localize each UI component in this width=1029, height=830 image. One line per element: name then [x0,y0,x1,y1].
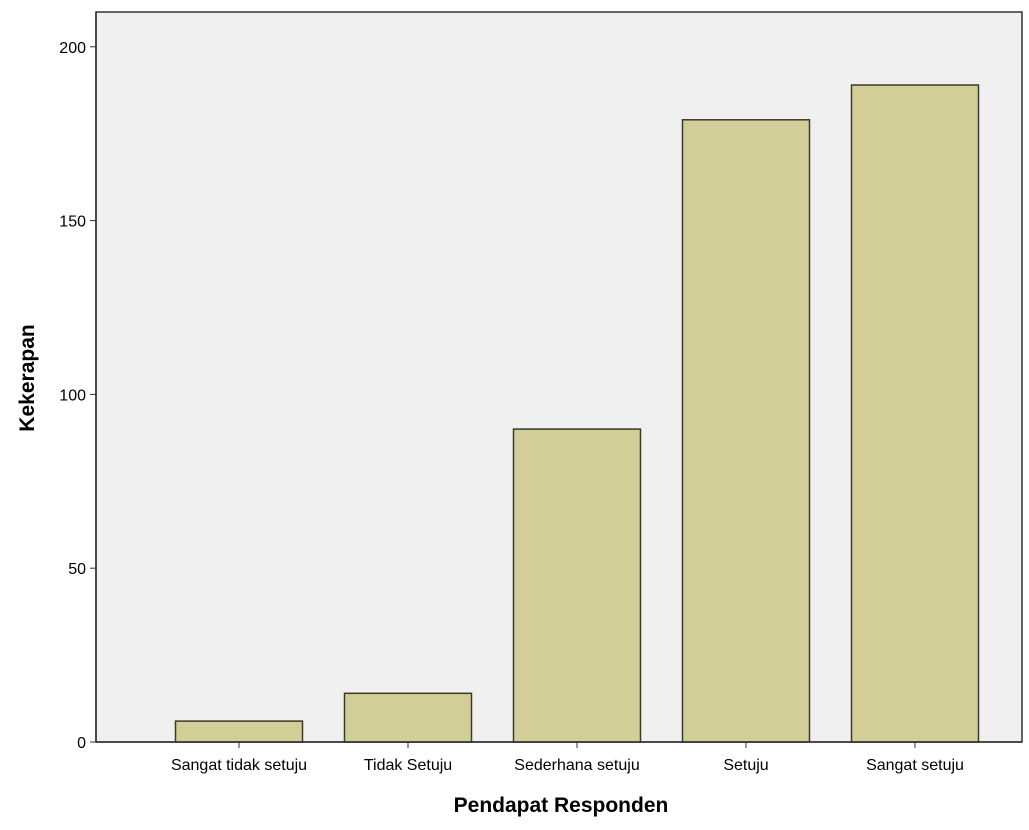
y-tick-label: 200 [59,40,86,57]
bars-group [174,84,980,743]
y-axis-title: Kekerapan [16,324,39,431]
y-axis-ticks: 0 50 100 150 200 [59,40,96,752]
bar-sangat-tidak-setuju [174,720,304,743]
bar-setuju [681,119,811,743]
bar-tidak-setuju [343,692,473,743]
x-tick-label: Sederhana setuju [514,757,639,774]
y-tick-label: 50 [68,561,86,578]
y-tick-label: 0 [77,735,86,752]
bar-sangat-setuju [850,84,980,743]
x-tick-label: Setuju [723,757,768,774]
x-tick-label: Sangat tidak setuju [171,757,307,774]
y-tick-label: 150 [59,214,86,231]
x-axis-title: Pendapat Responden [454,794,669,817]
x-tick-label: Tidak Setuju [364,757,452,774]
y-tick-label: 100 [59,387,86,404]
bar-sederhana-setuju [512,428,642,743]
x-axis-ticks: Sangat tidak setuju Tidak Setuju Sederhana… [171,742,964,774]
x-tick-label: Sangat setuju [866,757,964,774]
